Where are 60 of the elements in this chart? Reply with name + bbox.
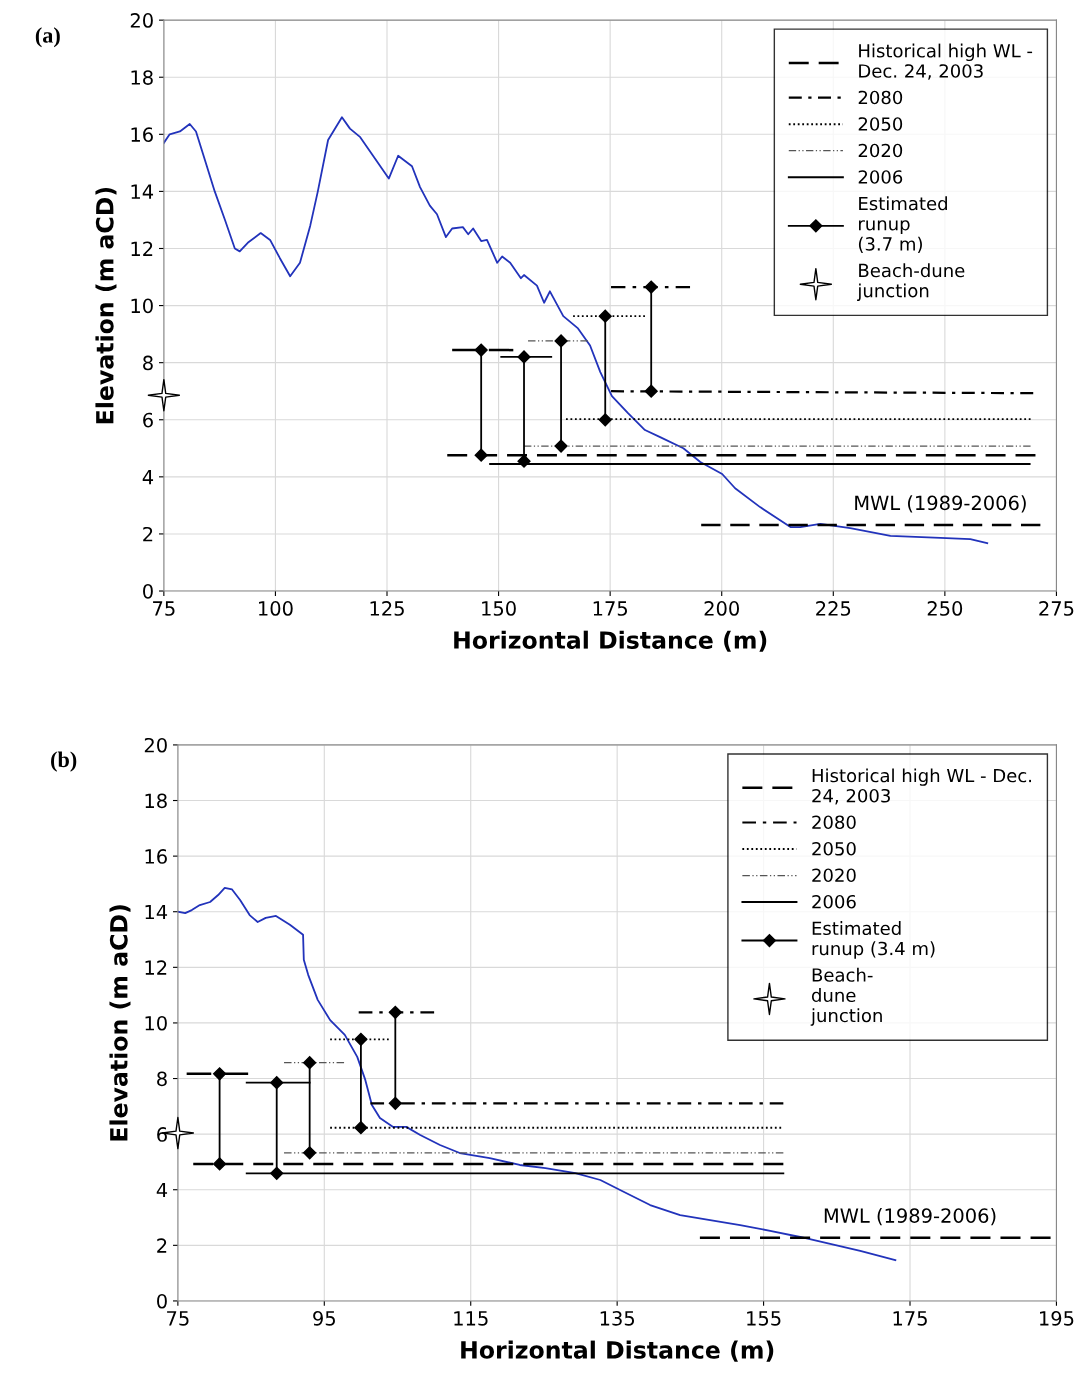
annotation: MWL (1989-2006) [824,1207,996,1226]
y-tick-label: 2 [143,526,153,542]
y-tick-label: 12 [131,241,153,256]
legend-label: Historical high WL - Dec. 24, 2003 [859,43,1033,80]
x-tick-label: 275 [1039,601,1074,616]
y-tick-label: 14 [145,904,168,920]
y-tick-label: 6 [157,1127,167,1142]
y-tick-label: 18 [131,70,153,85]
x-tick-label: 155 [747,1311,781,1326]
legend-label: 2020 [858,143,903,158]
y-tick-label: 4 [156,1182,168,1198]
x-tick-label: 135 [600,1311,635,1326]
legend-label: 2006 [858,170,903,184]
y-axis-title: Elevation (m aCD) [109,905,131,1141]
y-tick-label: 10 [145,1015,167,1031]
legend-label: 2020 [812,868,856,883]
x-tick-label: 175 [593,601,628,616]
y-tick-label: 0 [157,1293,167,1309]
y-tick-label: 16 [145,849,167,864]
x-tick-label: 115 [454,1311,488,1326]
legend-label: Beach- dune junction [810,967,882,1026]
y-tick-label: 12 [145,960,167,975]
annotation: MWL (1989-2006) [855,495,1026,513]
x-axis-title: Horizontal Distance (m) [454,630,767,652]
y-tick-label: 18 [145,793,167,809]
x-tick-label: 225 [816,601,851,616]
y-axis-title: Elevation (m aCD) [95,187,117,424]
y-tick-label: 20 [144,737,167,753]
y-tick-label: 2 [157,1238,167,1253]
y-tick-label: 20 [130,13,153,28]
x-tick-label: 195 [1040,1311,1074,1326]
legend-label: Estimated runup (3.7 m) [858,196,947,253]
x-tick-label: 150 [482,601,516,616]
x-tick-label: 200 [704,601,739,616]
y-tick-label: 14 [131,184,154,199]
y-tick-label: 6 [143,412,153,428]
x-tick-label: 75 [153,601,175,616]
x-tick-label: 100 [259,601,293,616]
y-tick-label: 8 [157,1071,167,1087]
x-tick-label: 250 [927,601,963,616]
x-tick-label: 125 [370,601,404,616]
y-tick-label: 16 [131,127,153,142]
x-tick-label: 175 [893,1311,927,1326]
legend-label: Estimated runup (3.4 m) [812,921,935,959]
y-tick-label: 10 [131,298,153,314]
text: (a) [35,27,60,48]
legend-label: 2080 [858,90,903,105]
x-tick-label: 95 [313,1311,335,1326]
legend-label: 2006 [812,894,856,909]
y-tick-label: 8 [143,355,153,371]
legend-label: Beach-dune junction [857,263,965,301]
legend-label: Historical high WL - Dec. 24, 2003 [812,768,1032,805]
y-tick-label: 0 [143,583,153,599]
y-tick-label: 4 [142,470,154,485]
x-axis-title: Horizontal Distance (m) [461,1340,774,1362]
legend-label: 2080 [812,815,856,830]
text: (b) [51,751,77,772]
legend-label: 2050 [858,117,903,131]
legend-label: 2050 [812,841,856,856]
x-tick-label: 75 [167,1311,189,1326]
